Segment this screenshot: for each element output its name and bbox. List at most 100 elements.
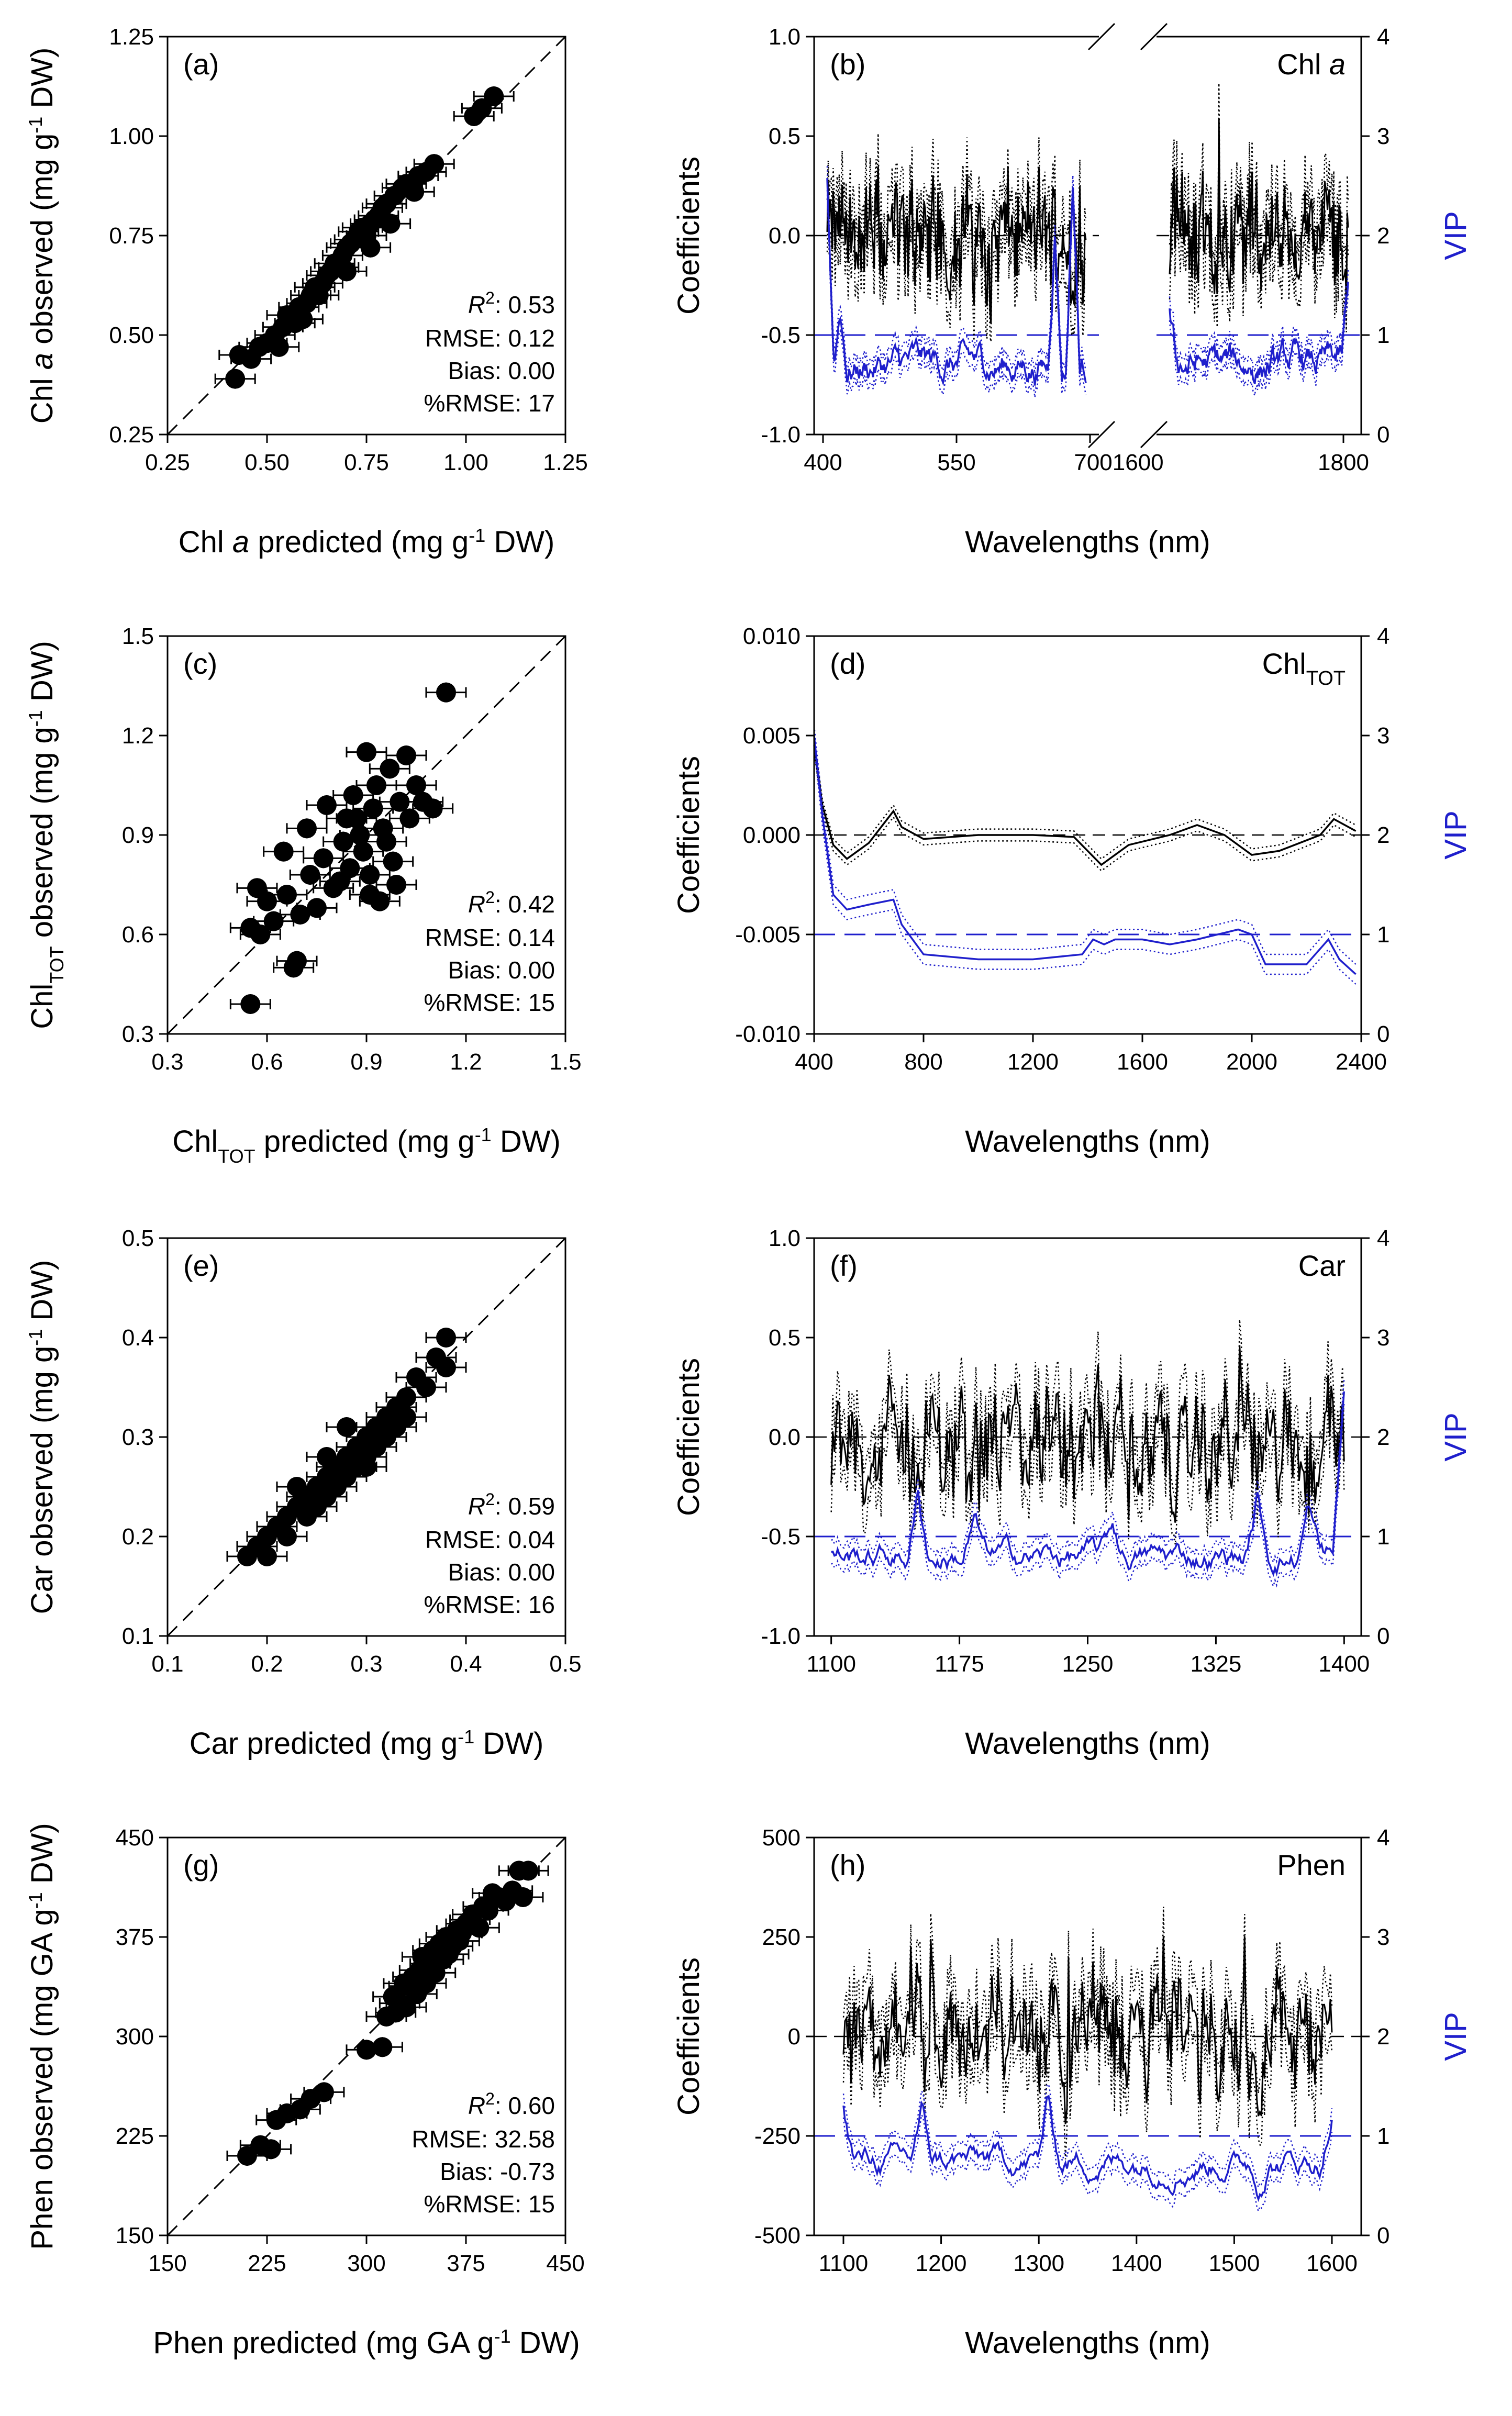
vip-ci-lower	[826, 190, 1087, 398]
data-point	[307, 898, 327, 918]
y-tick-label: 1.0	[769, 24, 801, 50]
y2-tick-label: 4	[1377, 24, 1389, 50]
data-point	[404, 182, 425, 202]
vip-ci-lower	[842, 2107, 1333, 2213]
panel-label: (g)	[183, 1849, 219, 1881]
y-tick-label: 0.5	[769, 124, 801, 149]
stat-rmse: RMSE: 0.12	[425, 325, 555, 352]
data-point	[357, 1457, 376, 1477]
data-point	[290, 905, 310, 925]
data-point	[360, 237, 381, 258]
axis-break-mark	[1140, 23, 1168, 51]
data-point	[261, 2139, 281, 2159]
x-tick-label: 1500	[1208, 2251, 1260, 2276]
panel-label: (c)	[183, 647, 217, 680]
stat-rmse: RMSE: 0.04	[425, 1526, 555, 1553]
y-tick-label: 0.0	[769, 223, 801, 249]
vip-ci-upper	[842, 2083, 1333, 2189]
y2-tick-label: 2	[1377, 1424, 1389, 1450]
axis-break-mark	[1087, 23, 1116, 51]
y2-tick-label: 4	[1377, 1825, 1389, 1851]
y-axis-label-left: Coefficients	[672, 157, 706, 315]
spectral-panel: 1100 1175 1250 1325 1400 -1.0 -0.5 0.0 0.5 1.0 0 1 2…	[672, 1226, 1473, 1761]
coefficient-ci-upper	[813, 739, 1357, 860]
data-point	[337, 808, 357, 829]
y-tick-label: 0.5	[122, 1226, 154, 1251]
stat-r2: R2: 0.42	[468, 888, 555, 918]
y-tick-label: 1.2	[122, 723, 154, 749]
y-tick-label: 0.25	[109, 422, 154, 448]
y2-tick-label: 1	[1377, 1524, 1389, 1550]
data-point	[396, 1997, 416, 2018]
vip-ci-lower	[831, 1403, 1345, 1588]
scatter-panel: 150 225 300 375 450 150 225 300 375 450 (g) R2: 0.6…	[25, 1823, 585, 2360]
data-point	[469, 1918, 490, 1938]
coefficient-ci-upper	[830, 1319, 1345, 1501]
data-point	[287, 951, 307, 971]
data-point	[277, 885, 297, 905]
data-point	[350, 825, 370, 845]
y-axis-label: ChlTOT observed (mg g-1 DW)	[25, 641, 68, 1029]
y-tick-label: 0.2	[122, 1524, 154, 1550]
y2-tick-label: 0	[1377, 422, 1389, 448]
coefficient-line	[1169, 118, 1349, 305]
y-axis-label-right: VIP	[1439, 810, 1473, 860]
x-axis-label: Wavelengths (nm)	[965, 2326, 1210, 2360]
data-point	[357, 2040, 376, 2060]
coefficient-ci-upper	[826, 133, 1087, 293]
y2-tick-label: 3	[1377, 124, 1389, 149]
y-tick-label: 0.75	[109, 223, 154, 249]
coefficient-ci-upper	[842, 1907, 1333, 2094]
y-axis-label-left: Coefficients	[672, 1358, 706, 1516]
y-tick-label: 0	[788, 2024, 801, 2050]
x-tick-label: 1600	[1306, 2251, 1358, 2276]
x-tick-label: 375	[447, 2251, 485, 2276]
data-point	[376, 831, 396, 852]
data-point	[396, 1387, 416, 1407]
x-tick-label: 0.3	[151, 1049, 183, 1075]
data-point	[263, 911, 284, 931]
stat-prmse: %RMSE: 17	[424, 389, 555, 417]
data-point	[237, 2146, 257, 2166]
y-tick-label: 450	[116, 1825, 154, 1851]
data-point	[257, 891, 277, 911]
data-point	[317, 795, 337, 815]
data-point	[308, 285, 329, 305]
y-tick-label: 1.00	[109, 124, 154, 149]
x-tick-label: 2400	[1336, 1049, 1387, 1075]
y2-tick-label: 4	[1377, 1226, 1389, 1251]
scatter-panel: 0.3 0.6 0.9 1.2 1.5 0.3 0.6 0.9 1.2 1.5 (c) R2: 0.4…	[25, 624, 582, 1167]
y2-tick-label: 2	[1377, 2024, 1389, 2050]
vip-line	[826, 178, 1087, 386]
y-tick-label: 0.000	[743, 822, 801, 848]
x-tick-label: 0.75	[344, 450, 389, 475]
data-point	[436, 1328, 456, 1348]
x-axis-label: Wavelengths (nm)	[965, 1727, 1210, 1761]
y2-tick-label: 1	[1377, 922, 1389, 948]
stat-prmse: %RMSE: 15	[424, 989, 555, 1016]
vip-ci-upper	[831, 1379, 1345, 1564]
data-point	[287, 1477, 307, 1497]
y-tick-label: 150	[116, 2223, 154, 2248]
data-point	[225, 369, 246, 389]
x-tick-label: 0.25	[145, 450, 190, 475]
scatter-panel: 0.1 0.2 0.3 0.4 0.5 0.1 0.2 0.3 0.4 0.5 (e) R2: 0.5…	[25, 1226, 582, 1761]
vip-ci-upper	[826, 166, 1087, 374]
x-tick-label: 0.2	[251, 1651, 283, 1677]
data-point	[269, 337, 289, 357]
data-point	[340, 858, 360, 878]
data-point	[317, 1447, 337, 1467]
y-tick-label: 0.1	[122, 1623, 154, 1649]
x-tick-label: 450	[546, 2251, 584, 2276]
data-point	[250, 925, 271, 944]
axis-break-mark	[1087, 420, 1116, 449]
data-point	[314, 2082, 334, 2102]
data-point	[313, 848, 333, 869]
y-axis-label-left: Coefficients	[672, 756, 706, 914]
data-point	[353, 841, 373, 862]
y2-tick-label: 4	[1377, 624, 1389, 649]
x-axis-label: Wavelengths (nm)	[965, 525, 1210, 559]
data-point	[297, 818, 317, 839]
data-point	[424, 154, 444, 174]
y-tick-label: 0.010	[743, 624, 801, 649]
